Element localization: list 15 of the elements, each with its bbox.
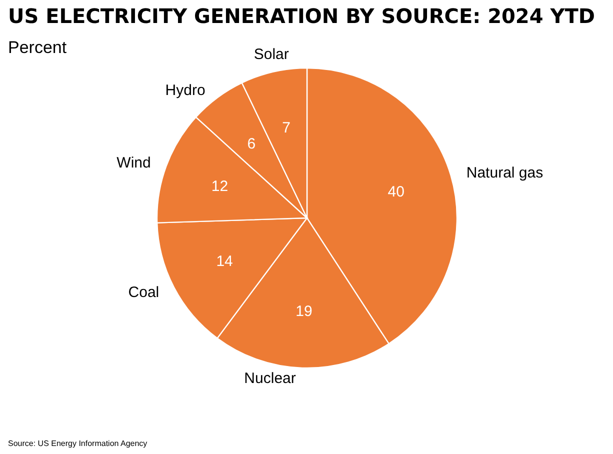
slice-label: Nuclear [244, 370, 296, 387]
data-label: 14 [216, 253, 233, 270]
data-label: 6 [247, 135, 256, 152]
data-label: 19 [296, 302, 312, 320]
chart-subtitle: Percent [8, 38, 67, 57]
data-label: 12 [211, 178, 228, 195]
slice-label: Wind [116, 154, 151, 172]
slice-label: Natural gas [466, 164, 544, 182]
slice-label: Coal [128, 284, 160, 302]
data-label: 40 [388, 184, 404, 201]
slice-label: Solar [254, 46, 289, 64]
source-note: Source: US Energy Information Agency [8, 439, 148, 448]
data-label: 7 [282, 119, 290, 136]
slice-label: Hydro [165, 82, 206, 99]
chart-title: US ELECTRICITY GENERATION BY SOURCE: 2024 YTD [8, 4, 595, 28]
